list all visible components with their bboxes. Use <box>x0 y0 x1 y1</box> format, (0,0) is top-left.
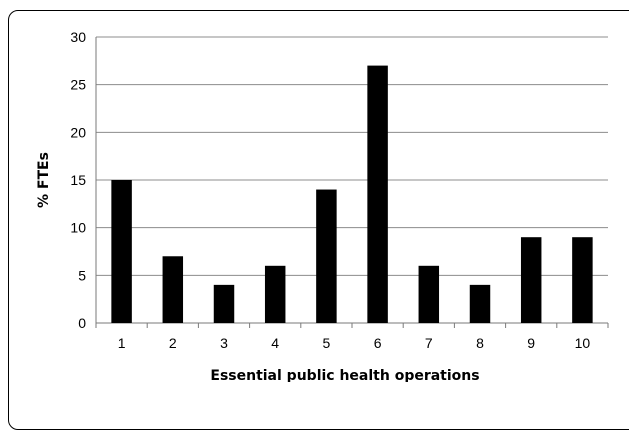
bar <box>162 256 184 323</box>
bars <box>111 65 593 323</box>
y-tick-label: 15 <box>70 172 86 188</box>
x-tick-label: 3 <box>220 335 228 351</box>
y-tick-label: 10 <box>70 220 86 236</box>
bar-chart: 0 5 10 15 20 25 30 1 2 3 4 5 6 7 8 9 10 % FTEs Essentia… <box>36 29 609 382</box>
bar <box>469 284 491 323</box>
bar <box>213 284 235 323</box>
y-tick-label: 20 <box>70 124 86 140</box>
y-tick-label: 0 <box>78 315 86 331</box>
y-tick-label: 30 <box>70 29 86 45</box>
bar <box>418 265 440 323</box>
bar <box>111 180 132 323</box>
x-tick-label: 1 <box>118 335 126 351</box>
bar <box>316 189 337 323</box>
x-tick-label: 7 <box>425 335 433 351</box>
x-axis-title: Essential public health operations <box>210 368 479 382</box>
x-tick-labels: 1 2 3 4 5 6 7 8 9 10 <box>118 335 591 351</box>
x-tick-label: 6 <box>374 335 382 351</box>
x-tick-label: 4 <box>271 335 279 351</box>
bar <box>520 237 542 323</box>
y-tick-label: 5 <box>78 267 86 283</box>
y-tick-labels: 0 5 10 15 20 25 30 <box>70 29 86 331</box>
y-axis-title: % FTEs <box>36 152 52 208</box>
x-tick-label: 2 <box>169 335 177 351</box>
bar <box>572 237 593 323</box>
x-tick-label: 9 <box>527 335 535 351</box>
x-tick-label: 10 <box>575 335 591 351</box>
x-tick-label: 8 <box>476 335 484 351</box>
y-tick-label: 25 <box>70 77 86 93</box>
bar <box>367 65 388 323</box>
bar <box>264 265 286 323</box>
x-tick-label: 5 <box>323 335 331 351</box>
